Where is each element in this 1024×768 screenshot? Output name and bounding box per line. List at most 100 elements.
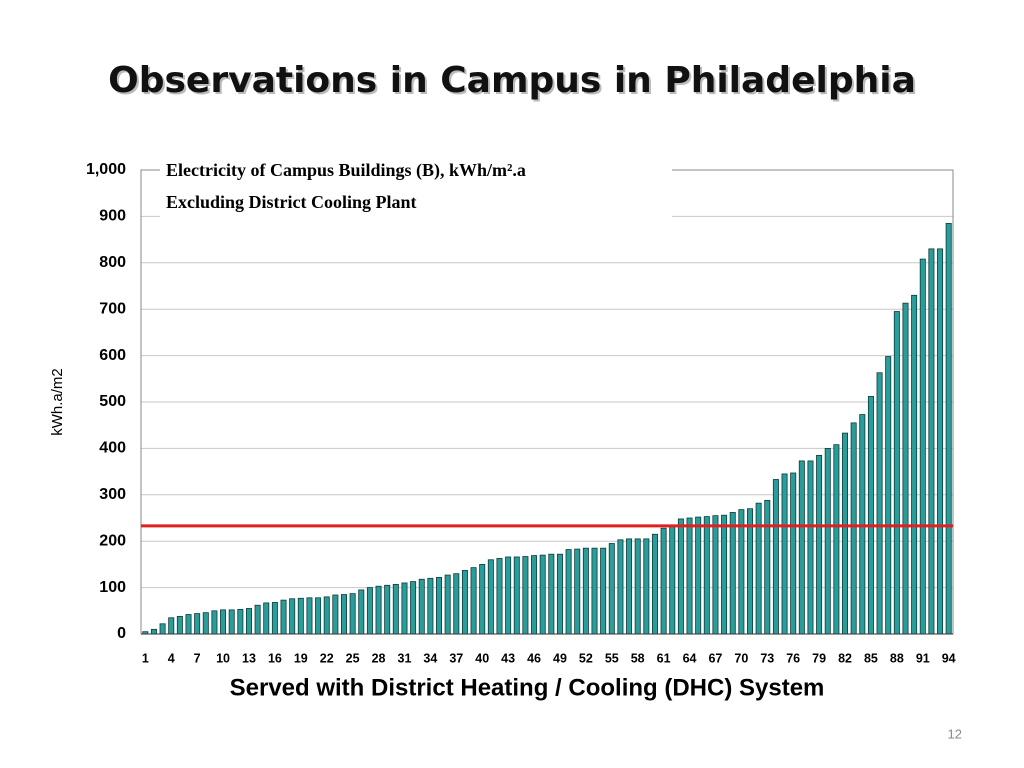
- bar: [608, 543, 615, 635]
- x-tick-label: 16: [268, 651, 282, 665]
- bar: [565, 549, 572, 635]
- bar: [444, 574, 451, 635]
- bar: [168, 617, 175, 635]
- bar: [159, 623, 166, 635]
- x-tick-label: 91: [916, 651, 930, 665]
- bar: [418, 578, 425, 635]
- bar: [945, 222, 952, 635]
- bar: [591, 547, 598, 635]
- page-number: 12: [948, 726, 962, 741]
- y-tick-label: 300: [99, 486, 126, 503]
- x-tick-label: 73: [760, 651, 774, 665]
- bar: [228, 609, 235, 635]
- bar: [384, 584, 391, 635]
- x-tick-label: 85: [864, 651, 878, 665]
- bar: [755, 502, 762, 635]
- bar: [729, 512, 736, 635]
- bar: [703, 516, 710, 635]
- bar: [332, 594, 339, 635]
- bar: [600, 547, 607, 635]
- bar: [427, 577, 434, 635]
- bar: [911, 294, 918, 635]
- y-axis-label: kWh.a/m2: [49, 368, 66, 436]
- bar: [263, 602, 270, 635]
- bar: [798, 460, 805, 635]
- x-tick-label: 70: [734, 651, 748, 665]
- x-tick-label: 49: [553, 651, 567, 665]
- y-tick-label: 700: [99, 300, 126, 317]
- bar: [548, 553, 555, 635]
- x-tick-label: 1: [142, 651, 149, 665]
- x-tick-label: 31: [398, 651, 412, 665]
- x-tick-label: 76: [786, 651, 800, 665]
- bar: [539, 554, 546, 635]
- x-tick-label: 43: [501, 651, 515, 665]
- bar: [876, 372, 883, 635]
- x-tick-label: 13: [242, 651, 256, 665]
- bar: [902, 302, 909, 635]
- bar: [867, 396, 874, 635]
- bar: [453, 573, 460, 635]
- chart-title: Electricity of Campus Buildings (B), kWh…: [166, 160, 526, 181]
- x-tick-label: 7: [194, 651, 201, 665]
- bar: [220, 609, 227, 635]
- x-axis-label: Served with District Heating / Cooling (…: [230, 674, 825, 701]
- bar: [574, 548, 581, 635]
- bar: [461, 570, 468, 635]
- bar: [401, 582, 408, 635]
- x-tick-label: 52: [579, 651, 593, 665]
- bar: [202, 612, 209, 635]
- x-tick-label: 61: [657, 651, 671, 665]
- bar: [772, 479, 779, 635]
- x-tick-label: 58: [631, 651, 645, 665]
- bar: [721, 514, 728, 635]
- x-tick-label: 28: [372, 651, 386, 665]
- x-tick-label: 82: [838, 651, 852, 665]
- x-tick-label: 55: [605, 651, 619, 665]
- x-tick-label: 22: [320, 651, 334, 665]
- bar: [712, 515, 719, 635]
- bar: [842, 432, 849, 635]
- x-tick-label: 34: [423, 651, 437, 665]
- bar: [496, 557, 503, 635]
- bar: [816, 454, 823, 635]
- y-tick-label: 200: [99, 532, 126, 549]
- bar: [315, 597, 322, 635]
- y-tick-label: 0: [117, 625, 126, 642]
- bar: [513, 556, 520, 635]
- y-tick-label: 800: [99, 254, 126, 271]
- bar: [392, 583, 399, 635]
- bar: [280, 599, 287, 635]
- bar: [306, 597, 313, 635]
- x-tick-label: 25: [346, 651, 360, 665]
- bar: [928, 248, 935, 635]
- x-tick-label: 94: [942, 651, 956, 665]
- bar: [738, 509, 745, 635]
- bar: [790, 472, 797, 635]
- bar: [885, 356, 892, 635]
- bar: [660, 527, 667, 635]
- y-tick-label: 600: [99, 347, 126, 364]
- chart-subtitle: Excluding District Cooling Plant: [166, 192, 417, 212]
- x-tick-label: 19: [294, 651, 308, 665]
- bar: [893, 311, 900, 635]
- y-tick-label: 400: [99, 440, 126, 457]
- bar: [522, 556, 529, 635]
- bar: [937, 248, 944, 635]
- bar: [556, 553, 563, 635]
- bar: [436, 576, 443, 635]
- bar: [850, 422, 857, 635]
- bar: [634, 538, 641, 635]
- bar: [254, 604, 261, 635]
- y-tick-label: 100: [99, 579, 126, 596]
- bar: [651, 533, 658, 635]
- bar: [176, 615, 183, 635]
- bar: [582, 547, 589, 635]
- bar: [487, 559, 494, 635]
- x-tick-label: 67: [708, 651, 722, 665]
- bar: [824, 447, 831, 635]
- bar: [626, 538, 633, 635]
- bar: [470, 567, 477, 635]
- y-tick-label: 1,000: [86, 161, 126, 178]
